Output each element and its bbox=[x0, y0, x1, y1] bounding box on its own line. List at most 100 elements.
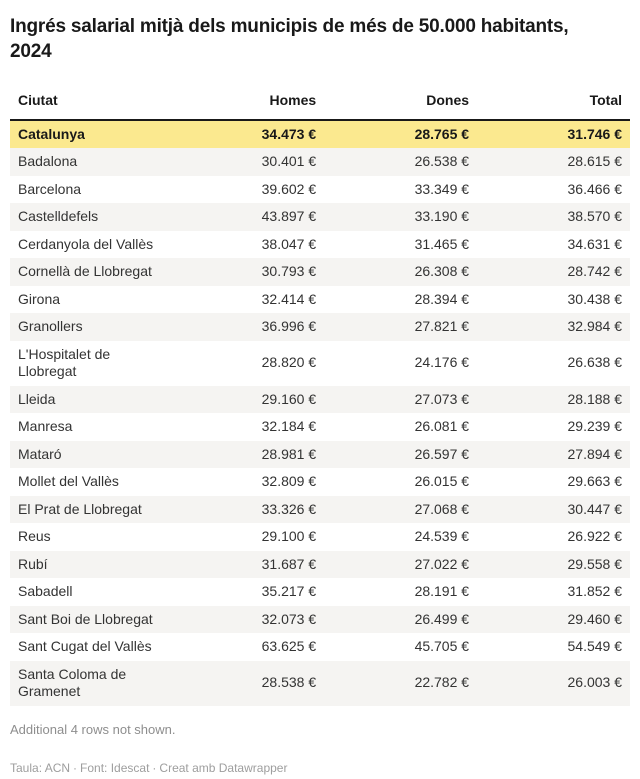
cell-dones: 31.465 € bbox=[414, 235, 470, 252]
cell-homes: 28.538 € bbox=[261, 674, 317, 691]
cell-homes: 32.184 € bbox=[261, 418, 317, 435]
table-row: Rubí 31.687 € 27.022 € 29.558 € bbox=[10, 550, 630, 579]
cell-total: 28.188 € bbox=[567, 390, 623, 407]
cell-dones: 24.176 € bbox=[414, 354, 470, 371]
cell-total: 31.852 € bbox=[567, 583, 623, 600]
cell-total: 31.746 € bbox=[567, 125, 623, 142]
cell-homes: 28.981 € bbox=[261, 445, 317, 462]
table-row: Sant Cugat del Vallès 63.625 € 45.705 € 54.… bbox=[10, 633, 630, 661]
cell-homes: 43.897 € bbox=[261, 208, 317, 225]
table-row: Santa Coloma de Gramenet 28.538 € 22.782 €… bbox=[10, 660, 630, 706]
cell-dones: 26.015 € bbox=[414, 473, 470, 490]
cell-dones: 28.765 € bbox=[414, 125, 470, 142]
footer-separator: · bbox=[152, 760, 157, 775]
column-header-dones: Dones bbox=[324, 85, 478, 121]
table-row: Castelldefels 43.897 € 33.190 € 38.570 € bbox=[10, 203, 630, 231]
cell-homes: 32.414 € bbox=[261, 290, 317, 307]
table-row: El Prat de Llobregat 33.326 € 27.068 € 30.4… bbox=[10, 495, 630, 524]
cell-homes: 39.602 € bbox=[261, 180, 317, 197]
cell-city: Rubí bbox=[18, 555, 48, 572]
cell-city: Manresa bbox=[18, 418, 73, 435]
header-row: Ciutat Homes Dones Total bbox=[10, 85, 630, 121]
cell-total: 29.558 € bbox=[567, 555, 623, 572]
cell-dones: 22.782 € bbox=[414, 674, 470, 691]
cell-total: 29.239 € bbox=[567, 418, 623, 435]
cell-total: 30.438 € bbox=[567, 290, 623, 307]
cell-city: Mataró bbox=[18, 445, 62, 462]
chart-title: Ingrés salarial mitjà dels municipis de … bbox=[10, 16, 569, 63]
cell-city: Girona bbox=[18, 290, 61, 307]
cell-dones: 27.821 € bbox=[414, 318, 470, 335]
cell-total: 36.466 € bbox=[567, 180, 623, 197]
cell-homes: 32.073 € bbox=[261, 610, 317, 627]
cell-dones: 26.499 € bbox=[414, 610, 470, 627]
cell-dones: 26.308 € bbox=[414, 263, 470, 280]
table-row: Badalona 30.401 € 26.538 € 28.615 € bbox=[10, 148, 630, 176]
table-row: Mollet del Vallès 32.809 € 26.015 € 29.663 … bbox=[10, 468, 630, 496]
cell-total: 26.003 € bbox=[567, 674, 623, 691]
table-row: Manresa 32.184 € 26.081 € 29.239 € bbox=[10, 413, 630, 441]
cell-city: Catalunya bbox=[18, 125, 85, 142]
cell-homes: 32.809 € bbox=[261, 473, 317, 490]
cell-homes: 29.100 € bbox=[261, 528, 317, 545]
cell-city: Cornellà de Llobregat bbox=[18, 263, 152, 280]
salary-table: Ciutat Homes Dones Total Catalunya 34.473… bbox=[10, 85, 630, 706]
cell-total: 32.984 € bbox=[567, 318, 623, 335]
cell-total: 27.894 € bbox=[567, 445, 623, 462]
cell-dones: 26.597 € bbox=[414, 445, 470, 462]
cell-dones: 33.190 € bbox=[414, 208, 470, 225]
cell-city: Badalona bbox=[18, 153, 78, 170]
cell-city: Santa Coloma de Gramenet bbox=[18, 665, 127, 700]
cell-total: 29.460 € bbox=[567, 610, 623, 627]
cell-homes: 33.326 € bbox=[261, 500, 317, 517]
cell-city: Lleida bbox=[18, 390, 56, 407]
datawrapper-attribution-link[interactable]: Creat amb Datawrapper bbox=[159, 760, 288, 775]
cell-homes: 30.793 € bbox=[261, 263, 317, 280]
cell-homes: 31.687 € bbox=[261, 555, 317, 572]
column-header-homes: Homes bbox=[171, 85, 325, 121]
cell-dones: 45.705 € bbox=[414, 638, 470, 655]
cell-total: 30.447 € bbox=[567, 500, 623, 517]
cell-dones: 28.394 € bbox=[414, 290, 470, 307]
attribution-footer: Taula: ACN · Font: Idescat · Creat amb Dataw… bbox=[10, 761, 630, 777]
cell-homes: 63.625 € bbox=[261, 638, 317, 655]
column-header-ciutat: Ciutat bbox=[10, 85, 172, 121]
cell-total: 26.638 € bbox=[567, 354, 623, 371]
table-row: Barcelona 39.602 € 33.349 € 36.466 € bbox=[10, 176, 630, 204]
cell-dones: 28.191 € bbox=[414, 583, 470, 600]
cell-city: Reus bbox=[18, 528, 51, 545]
table-row: Lleida 29.160 € 27.073 € 28.188 € bbox=[10, 385, 630, 414]
rows-not-shown-note: Additional 4 rows not shown. bbox=[10, 721, 176, 737]
table-credit: Taula: ACN bbox=[10, 760, 71, 775]
cell-homes: 29.160 € bbox=[261, 390, 317, 407]
cell-city: El Prat de Llobregat bbox=[18, 500, 142, 517]
cell-homes: 38.047 € bbox=[261, 235, 317, 252]
table-row: Mataró 28.981 € 26.597 € 27.894 € bbox=[10, 440, 630, 469]
cell-city: L'Hospitalet de Llobregat bbox=[18, 345, 111, 380]
table-row: Sabadell 35.217 € 28.191 € 31.852 € bbox=[10, 578, 630, 606]
column-header-total: Total bbox=[477, 85, 630, 121]
table-row: Cerdanyola del Vallès 38.047 € 31.465 € 34.… bbox=[10, 231, 630, 259]
cell-dones: 27.022 € bbox=[414, 555, 470, 572]
cell-total: 34.631 € bbox=[567, 235, 623, 252]
cell-homes: 34.473 € bbox=[261, 125, 317, 142]
table-row: Reus 29.100 € 24.539 € 26.922 € bbox=[10, 523, 630, 551]
cell-dones: 33.349 € bbox=[414, 180, 470, 197]
table-body: Catalunya 34.473 € 28.765 € 31.746 € Badalon… bbox=[10, 119, 630, 706]
cell-total: 28.615 € bbox=[567, 153, 623, 170]
footer-separator: · bbox=[73, 760, 78, 775]
table-row: Catalunya 34.473 € 28.765 € 31.746 € bbox=[10, 119, 630, 149]
cell-city: Sant Cugat del Vallès bbox=[18, 638, 152, 655]
cell-homes: 35.217 € bbox=[261, 583, 317, 600]
table-row: Cornellà de Llobregat 30.793 € 26.308 € 28.… bbox=[10, 258, 630, 286]
table-row: L'Hospitalet de Llobregat 28.820 € 24.176 … bbox=[10, 341, 630, 386]
table-row: Sant Boi de Llobregat 32.073 € 26.499 € 29.… bbox=[10, 605, 630, 634]
source-credit: Font: Idescat bbox=[80, 760, 150, 775]
cell-homes: 28.820 € bbox=[261, 354, 317, 371]
cell-dones: 26.538 € bbox=[414, 153, 470, 170]
cell-city: Barcelona bbox=[18, 180, 82, 197]
cell-homes: 36.996 € bbox=[261, 318, 317, 335]
table-row: Granollers 36.996 € 27.821 € 32.984 € bbox=[10, 313, 630, 341]
cell-homes: 30.401 € bbox=[261, 153, 317, 170]
